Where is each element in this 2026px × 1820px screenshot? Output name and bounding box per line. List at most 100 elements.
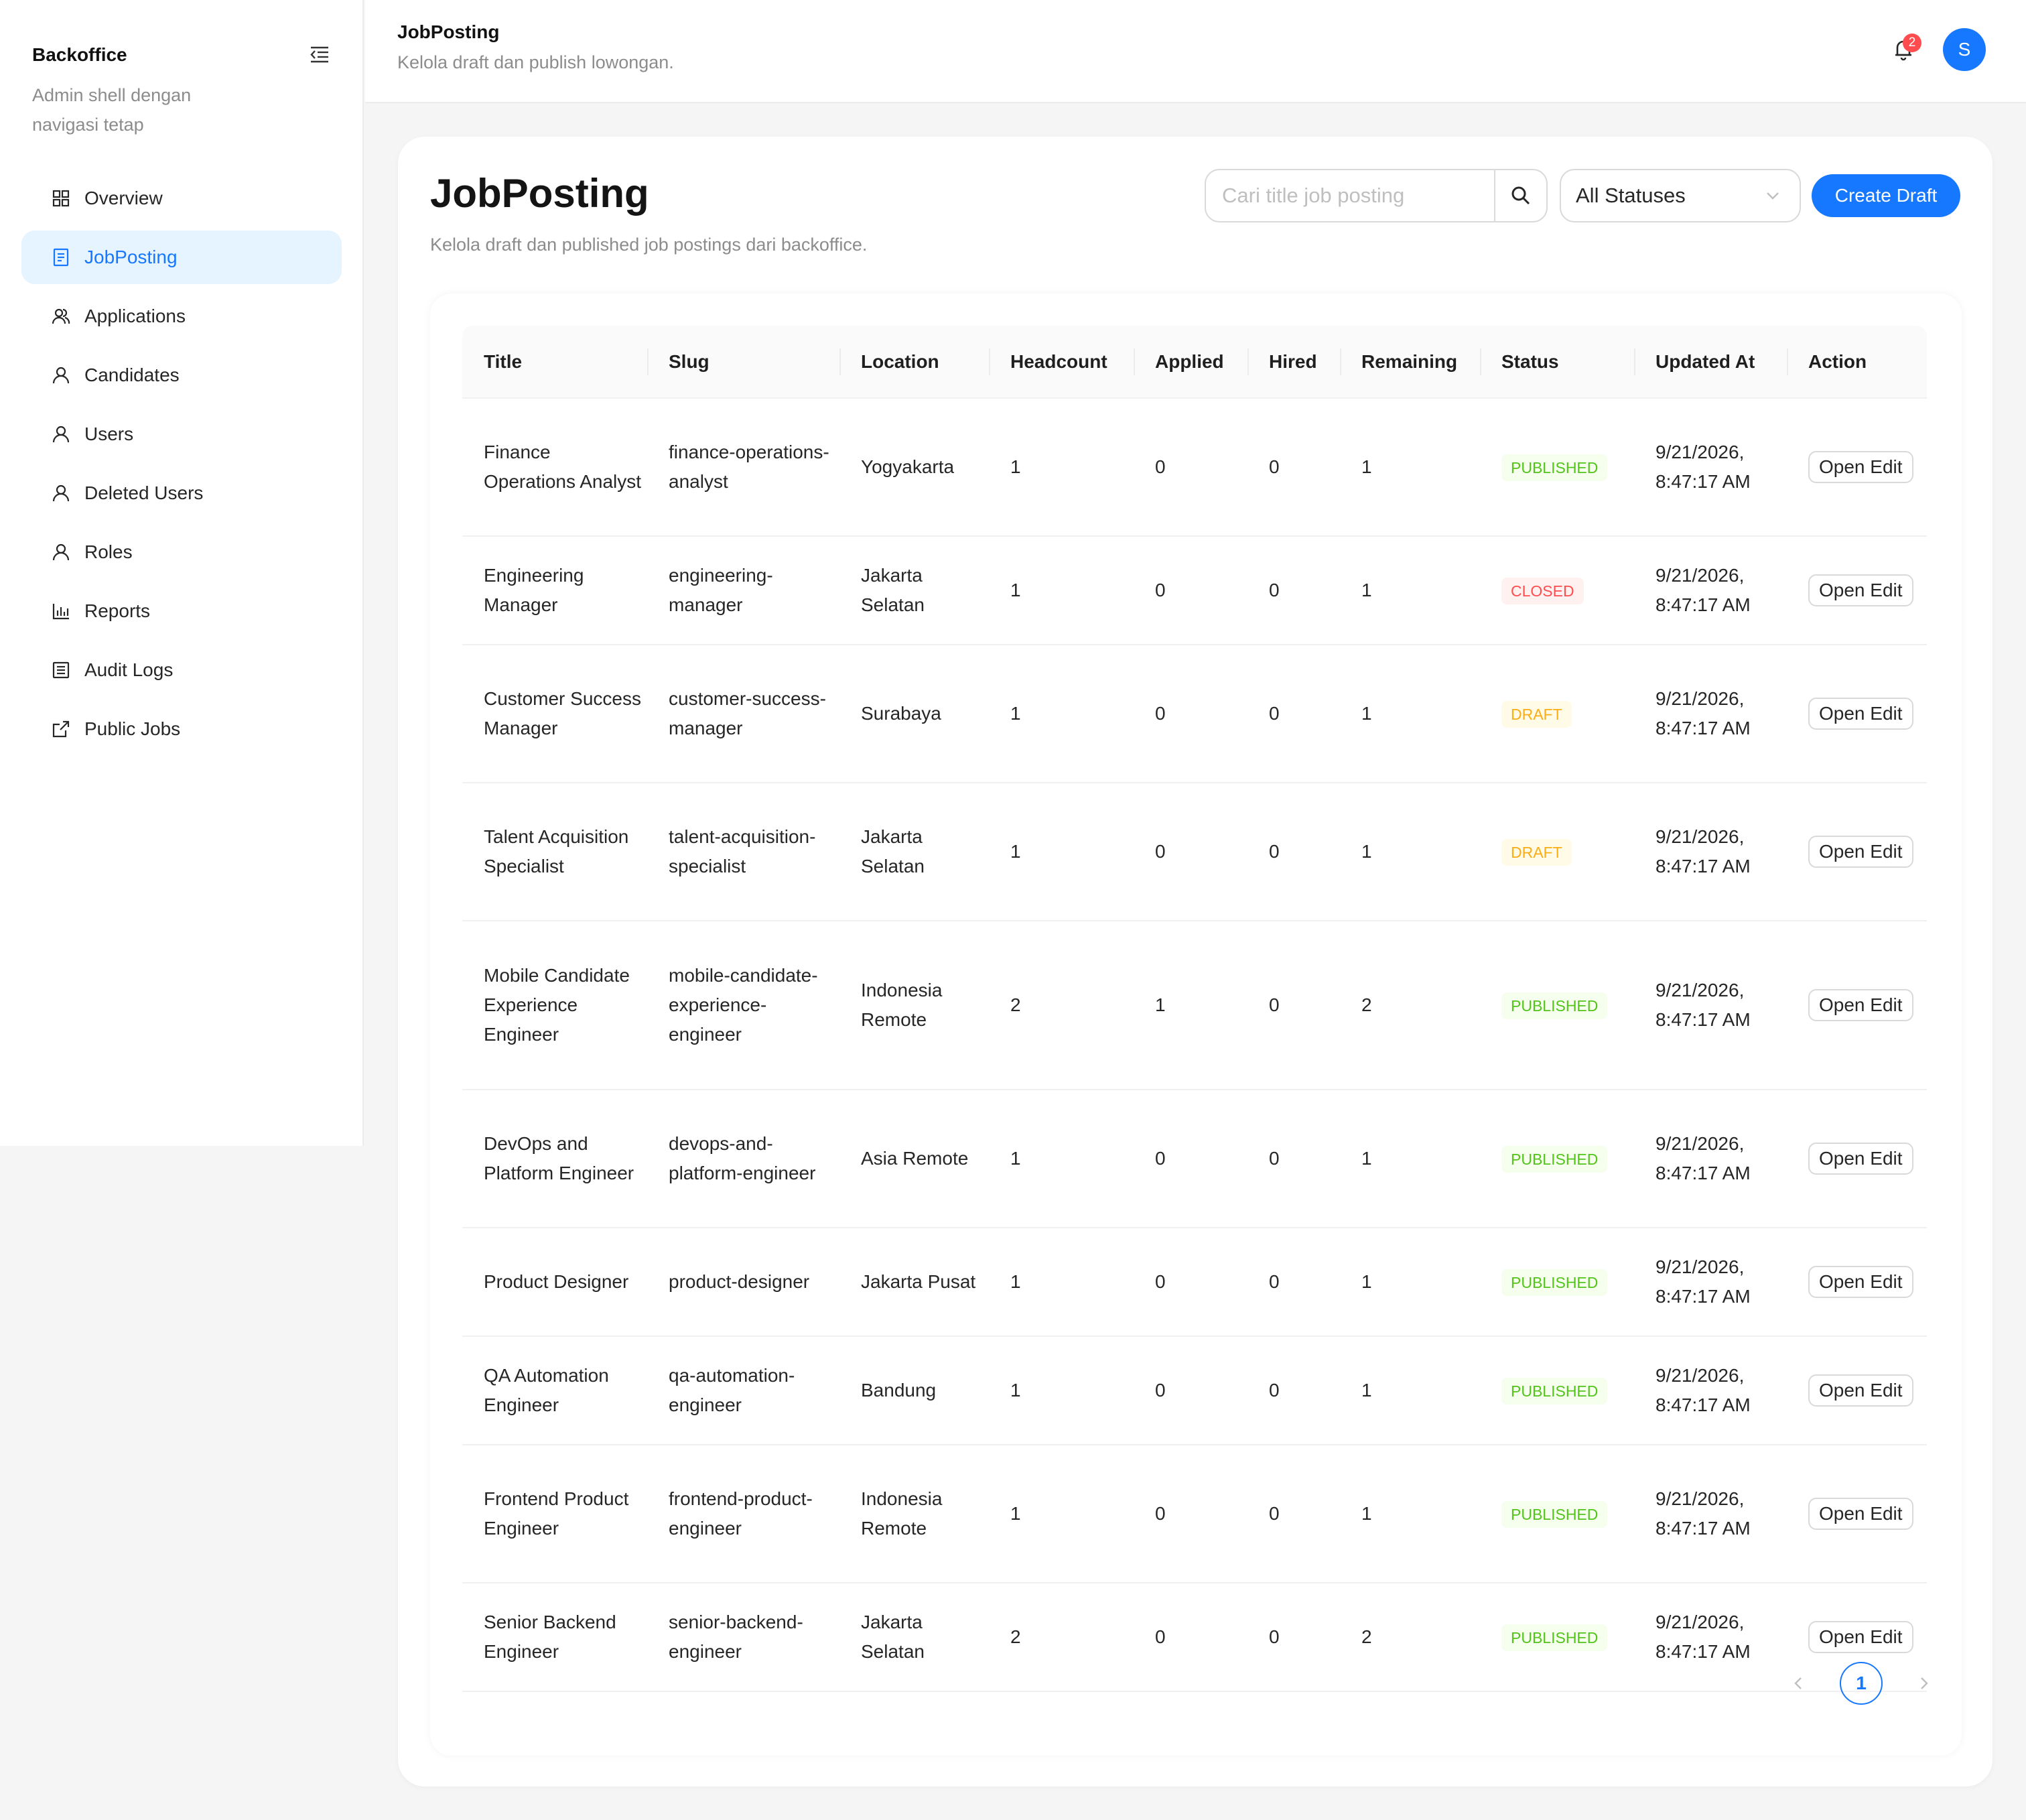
cell-updated-at: 9/21/2026, 8:47:17 AM	[1634, 398, 1787, 537]
sidebar-item-label: Users	[84, 424, 134, 444]
prev-page-button[interactable]	[1785, 1662, 1812, 1705]
search-button[interactable]	[1494, 170, 1546, 221]
cell-action: Open Edit	[1787, 1336, 1927, 1445]
cell-title: Engineering Manager	[462, 536, 647, 645]
cell-remaining: 1	[1340, 783, 1480, 921]
cell-status: DRAFT	[1480, 645, 1634, 783]
user-icon	[51, 542, 71, 562]
open-edit-button[interactable]: Open Edit	[1808, 1621, 1913, 1653]
cell-applied: 0	[1134, 783, 1247, 921]
cell-headcount: 1	[989, 536, 1134, 645]
cell-remaining: 1	[1340, 1336, 1480, 1445]
cell-applied: 0	[1134, 398, 1247, 537]
sidebar-item-deleted-users[interactable]: Deleted Users	[21, 466, 342, 520]
cell-hired: 0	[1247, 1583, 1340, 1692]
open-edit-button[interactable]: Open Edit	[1808, 1143, 1913, 1175]
search-icon	[1511, 186, 1530, 205]
table-header-row: Title Slug Location Headcount Applied Hired Re…	[462, 326, 1927, 399]
top-header: JobPosting Kelola draft dan publish lowo…	[365, 0, 2026, 103]
sidebar-item-users[interactable]: Users	[21, 407, 342, 461]
cell-title: Product Designer	[462, 1228, 647, 1337]
open-edit-button[interactable]: Open Edit	[1808, 1498, 1913, 1530]
cell-applied: 0	[1134, 1583, 1247, 1692]
notification-badge: 2	[1903, 34, 1921, 52]
cell-location: Indonesia Remote	[839, 1445, 989, 1583]
cell-remaining: 1	[1340, 645, 1480, 783]
table-row: Talent Acquisition Specialist talent-acqu…	[462, 783, 1927, 921]
cell-updated-at: 9/21/2026, 8:47:17 AM	[1634, 645, 1787, 783]
cell-updated-at: 9/21/2026, 8:47:17 AM	[1634, 921, 1787, 1090]
cell-remaining: 1	[1340, 1445, 1480, 1583]
cell-applied: 0	[1134, 1445, 1247, 1583]
cell-updated-at: 9/21/2026, 8:47:17 AM	[1634, 783, 1787, 921]
sidebar-item-label: Candidates	[84, 365, 180, 385]
status-badge: CLOSED	[1501, 578, 1584, 604]
sidebar-item-label: Public Jobs	[84, 718, 181, 739]
sidebar-item-reports[interactable]: Reports	[21, 584, 342, 638]
cell-headcount: 1	[989, 783, 1134, 921]
header-title: JobPosting	[397, 21, 500, 42]
table-card: Title Slug Location Headcount Applied Hired Re…	[430, 294, 1962, 1756]
bar-chart-icon	[51, 601, 71, 621]
sidebar-item-overview[interactable]: Overview	[21, 172, 342, 225]
column-header: Applied	[1134, 326, 1247, 399]
sidebar-item-label: Overview	[84, 188, 163, 208]
cell-location: Jakarta Selatan	[839, 536, 989, 645]
sidebar-item-label: Audit Logs	[84, 659, 174, 680]
sidebar-item-candidates[interactable]: Candidates	[21, 348, 342, 402]
status-badge: DRAFT	[1501, 839, 1572, 866]
open-edit-button[interactable]: Open Edit	[1808, 1374, 1913, 1407]
search-input[interactable]	[1206, 170, 1494, 221]
cell-headcount: 1	[989, 1445, 1134, 1583]
sidebar-item-public-jobs[interactable]: Public Jobs	[21, 702, 342, 756]
cell-updated-at: 9/21/2026, 8:47:17 AM	[1634, 1228, 1787, 1337]
menu-collapse-icon[interactable]	[310, 46, 331, 64]
header-subtitle: Kelola draft dan publish lowongan.	[397, 52, 674, 72]
cell-slug: devops-and-platform-engineer	[647, 1090, 839, 1228]
open-edit-button[interactable]: Open Edit	[1808, 1266, 1913, 1298]
cell-applied: 0	[1134, 645, 1247, 783]
cell-remaining: 2	[1340, 1583, 1480, 1692]
sidebar-item-roles[interactable]: Roles	[21, 525, 342, 579]
avatar[interactable]: S	[1943, 28, 1986, 71]
cell-updated-at: 9/21/2026, 8:47:17 AM	[1634, 1090, 1787, 1228]
cell-updated-at: 9/21/2026, 8:47:17 AM	[1634, 1336, 1787, 1445]
open-edit-button[interactable]: Open Edit	[1808, 698, 1913, 730]
cell-title: Senior Backend Engineer	[462, 1583, 647, 1692]
sidebar-item-audit-logs[interactable]: Audit Logs	[21, 643, 342, 697]
cell-title: Customer Success Manager	[462, 645, 647, 783]
sidebar-nav: Overview JobPosting Applications Candidates…	[21, 172, 342, 761]
sidebar-item-jobposting[interactable]: JobPosting	[21, 231, 342, 284]
list-icon	[51, 660, 71, 680]
status-badge: PUBLISHED	[1501, 1501, 1608, 1528]
cell-headcount: 2	[989, 1583, 1134, 1692]
cell-headcount: 1	[989, 1090, 1134, 1228]
main-card: JobPosting Kelola draft dan published jo…	[398, 137, 1993, 1786]
cell-action: Open Edit	[1787, 1445, 1927, 1583]
cell-hired: 0	[1247, 536, 1340, 645]
table-row: Customer Success Manager customer-success…	[462, 645, 1927, 783]
table-row: QA Automation Engineer qa-automation-engi…	[462, 1336, 1927, 1445]
column-header: Headcount	[989, 326, 1134, 399]
cell-applied: 0	[1134, 536, 1247, 645]
open-edit-button[interactable]: Open Edit	[1808, 989, 1913, 1021]
cell-status: CLOSED	[1480, 536, 1634, 645]
page-number-button[interactable]: 1	[1840, 1662, 1883, 1705]
create-draft-button[interactable]: Create Draft	[1812, 174, 1960, 217]
open-edit-button[interactable]: Open Edit	[1808, 451, 1913, 483]
cell-hired: 0	[1247, 1336, 1340, 1445]
status-filter-value: All Statuses	[1576, 184, 1686, 207]
open-edit-button[interactable]: Open Edit	[1808, 836, 1913, 868]
sidebar-item-applications[interactable]: Applications	[21, 289, 342, 343]
cell-headcount: 2	[989, 921, 1134, 1090]
table-row: Product Designer product-designer Jakarta …	[462, 1228, 1927, 1337]
status-filter-select[interactable]: All Statuses	[1560, 169, 1801, 222]
cell-status: PUBLISHED	[1480, 398, 1634, 537]
cell-updated-at: 9/21/2026, 8:47:17 AM	[1634, 1445, 1787, 1583]
cell-status: DRAFT	[1480, 783, 1634, 921]
open-edit-button[interactable]: Open Edit	[1808, 574, 1913, 606]
status-badge: PUBLISHED	[1501, 1269, 1608, 1296]
next-page-button[interactable]	[1911, 1662, 1938, 1705]
cell-hired: 0	[1247, 398, 1340, 537]
cell-headcount: 1	[989, 645, 1134, 783]
